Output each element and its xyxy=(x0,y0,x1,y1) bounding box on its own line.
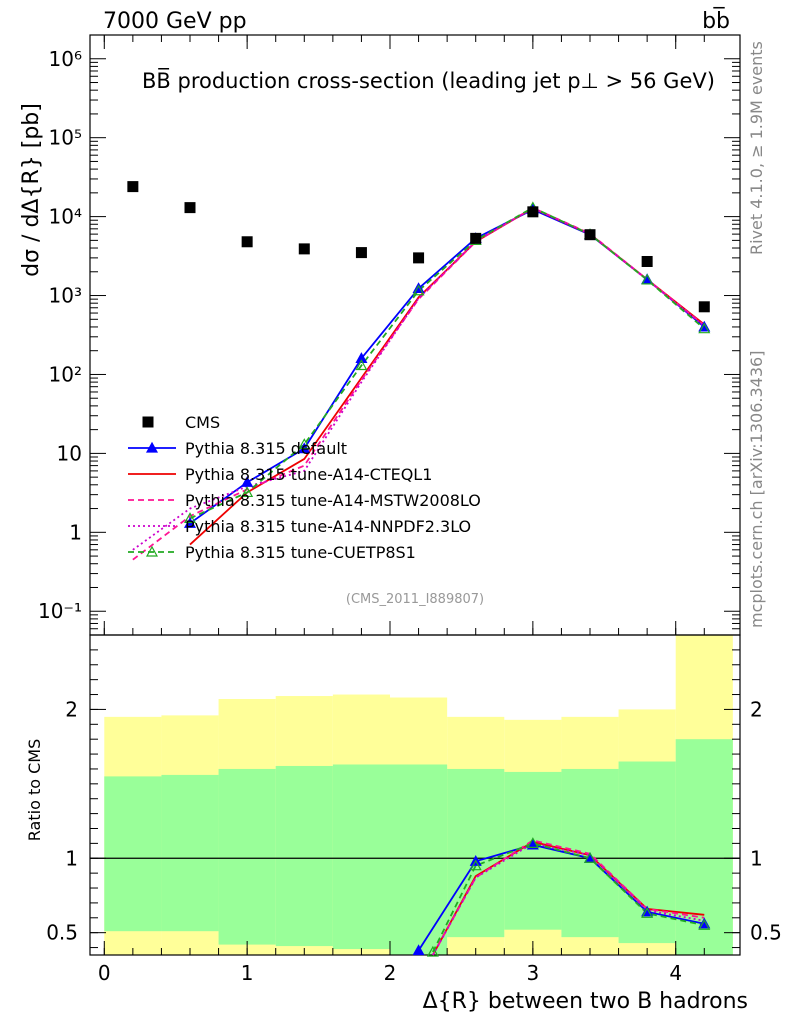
ratio-tick-label: 1 xyxy=(750,846,763,870)
series-line-main xyxy=(132,207,705,551)
data-markers xyxy=(127,181,711,957)
y-tick-label: 10⁵ xyxy=(49,126,82,150)
x-tick-label: 1 xyxy=(241,961,254,985)
series-marker xyxy=(183,512,197,524)
x-tick-label: 0 xyxy=(98,961,111,985)
band-green xyxy=(390,764,448,955)
analysis-id-label: (CMS_2011_I889807) xyxy=(346,592,484,607)
series-ratio-marker xyxy=(412,944,425,956)
band-green xyxy=(218,768,276,945)
legend-marker xyxy=(145,441,159,453)
y-tick-label: 10³ xyxy=(49,284,82,308)
legend-marker xyxy=(145,545,159,557)
chart-title: BB̅ production cross-section (leading je… xyxy=(142,67,715,93)
legend: CMS Pythia 8.315 default Pythia 8.315 tune… xyxy=(128,413,481,562)
cms-data-point xyxy=(241,236,253,248)
series-ratio-marker xyxy=(698,918,711,930)
series-line-ratio xyxy=(432,842,705,953)
legend-label: CMS xyxy=(185,413,220,432)
ratio-tick-label: 1 xyxy=(65,846,78,870)
band-green xyxy=(447,768,505,938)
x-tick-label: 2 xyxy=(384,961,397,985)
cms-data-point xyxy=(298,243,310,255)
cms-data-point xyxy=(470,232,482,244)
axis-ticks: 0 1 2 3 4 10⁻¹ 1 10 10² 10³ 10⁴ 10⁵ 10⁶ 0.5 0.5 1 1 2 2 xyxy=(38,34,782,985)
series-marker xyxy=(698,322,711,334)
series-ratio-marker xyxy=(641,907,654,918)
cms-data-point xyxy=(413,252,425,264)
process-label: bb̅ xyxy=(702,7,730,34)
cms-data-point xyxy=(584,229,596,241)
ratio-tick-label: 0.5 xyxy=(46,921,78,945)
y-axis-label: dσ / dΔ{R} [pb] xyxy=(19,103,44,277)
series-line-ratio xyxy=(432,839,705,956)
series-line-ratio xyxy=(417,843,705,952)
energy-label: 7000 GeV pp xyxy=(103,9,247,34)
series-ratio-marker xyxy=(583,852,597,863)
y-tick-label: 10² xyxy=(49,362,82,386)
ratio-y-axis-label: Ratio to CMS xyxy=(25,739,44,841)
legend-cms-marker xyxy=(142,416,154,428)
cms-data-point xyxy=(641,255,653,267)
band-green xyxy=(332,764,390,950)
x-tick-label: 3 xyxy=(526,961,539,985)
side-source-label: mcplots.cern.ch [arXiv:1306.3436] xyxy=(747,351,766,628)
series-marker xyxy=(412,284,425,296)
y-tick-label: 1 xyxy=(69,520,82,544)
ratio-tick-label: 2 xyxy=(65,697,78,721)
y-tick-label: 10 xyxy=(57,441,82,465)
series-marker xyxy=(298,438,311,449)
series-line-main xyxy=(189,206,705,520)
cms-data-point xyxy=(127,181,139,193)
band-green xyxy=(104,776,162,932)
series-marker xyxy=(355,352,368,363)
y-tick-label: 10⁶ xyxy=(49,47,82,71)
band-green xyxy=(275,765,333,947)
y-tick-label: 10⁻¹ xyxy=(38,599,82,623)
cms-data-point xyxy=(698,301,710,313)
series-marker xyxy=(641,273,654,285)
band-green xyxy=(161,774,219,932)
legend-label: Pythia 8.315 tune-A14-MSTW2008LO xyxy=(185,491,481,510)
legend-label: Pythia 8.315 tune-A14-NNPDF2.3LO xyxy=(185,517,471,536)
series-ratio-marker xyxy=(526,838,539,850)
series-marker xyxy=(241,486,254,498)
cms-data-point xyxy=(355,247,367,259)
cms-data-point xyxy=(527,206,539,218)
legend-label: Pythia 8.315 tune-A14-CTEQL1 xyxy=(185,465,432,484)
x-tick-label: 4 xyxy=(669,961,682,985)
y-tick-label: 10⁴ xyxy=(49,205,82,229)
ratio-tick-label: 2 xyxy=(750,697,763,721)
x-axis-label: Δ{R} between two B hadrons xyxy=(423,989,748,1014)
legend-label: Pythia 8.315 tune-CUETP8S1 xyxy=(185,543,416,562)
uncertainty-bands xyxy=(90,635,740,955)
series-ratio-marker xyxy=(426,945,439,957)
series-ratio-marker xyxy=(469,859,482,871)
legend-label: Pythia 8.315 default xyxy=(185,439,347,458)
series-marker xyxy=(355,359,368,371)
ratio-tick-label: 0.5 xyxy=(750,921,782,945)
side-version-label: Rivet 4.1.0, ≥ 1.9M events xyxy=(747,41,766,255)
series-lines xyxy=(132,206,705,956)
series-ratio-marker xyxy=(526,837,539,848)
cms-data-point xyxy=(184,202,196,214)
